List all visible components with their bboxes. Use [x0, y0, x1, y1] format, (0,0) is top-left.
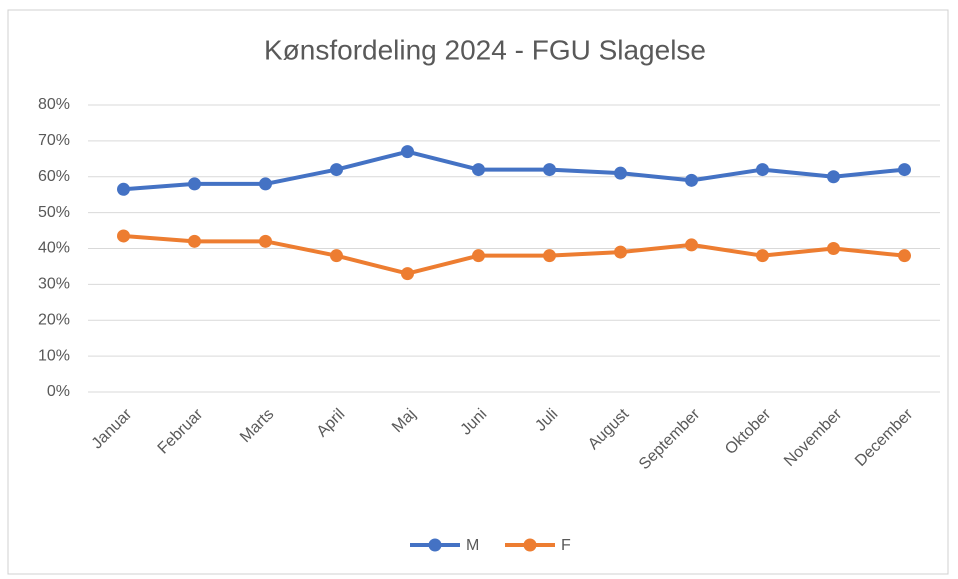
chart-border [7, 9, 949, 575]
point [472, 249, 485, 263]
point [330, 163, 343, 177]
point [685, 238, 698, 252]
point [756, 163, 769, 177]
y-tick-label: 0% [47, 383, 70, 400]
point [827, 170, 840, 184]
point [330, 249, 343, 263]
point [614, 245, 627, 259]
legend-label: F [561, 537, 571, 554]
point [472, 163, 485, 177]
point [543, 249, 556, 263]
legend-label: M [466, 537, 479, 554]
y-tick-label: 40% [38, 240, 70, 257]
y-tick-label: 30% [38, 276, 70, 293]
y-tick-label: 70% [38, 132, 70, 149]
point [898, 163, 911, 177]
point [827, 242, 840, 255]
point [756, 249, 769, 263]
point [543, 163, 556, 177]
legend-marker [428, 538, 442, 552]
point [898, 249, 911, 263]
series-line [123, 233, 905, 276]
point [117, 229, 130, 243]
legend-marker [523, 538, 537, 552]
point [117, 182, 130, 196]
y-tick-label: 10% [38, 347, 70, 364]
y-tick-label: 60% [38, 168, 70, 185]
point [401, 145, 414, 159]
y-tick-label: 80% [38, 96, 70, 113]
point [614, 166, 627, 180]
point [685, 173, 698, 187]
point [259, 234, 272, 248]
point [401, 267, 414, 281]
chart-title: Kønsfordeling 2024 - FGU Slagelse [264, 34, 706, 65]
point [188, 177, 201, 191]
series-line [123, 149, 905, 192]
point [259, 177, 272, 191]
y-tick-label: 20% [38, 311, 70, 328]
point [188, 234, 201, 248]
y-tick-label: 50% [38, 204, 70, 221]
